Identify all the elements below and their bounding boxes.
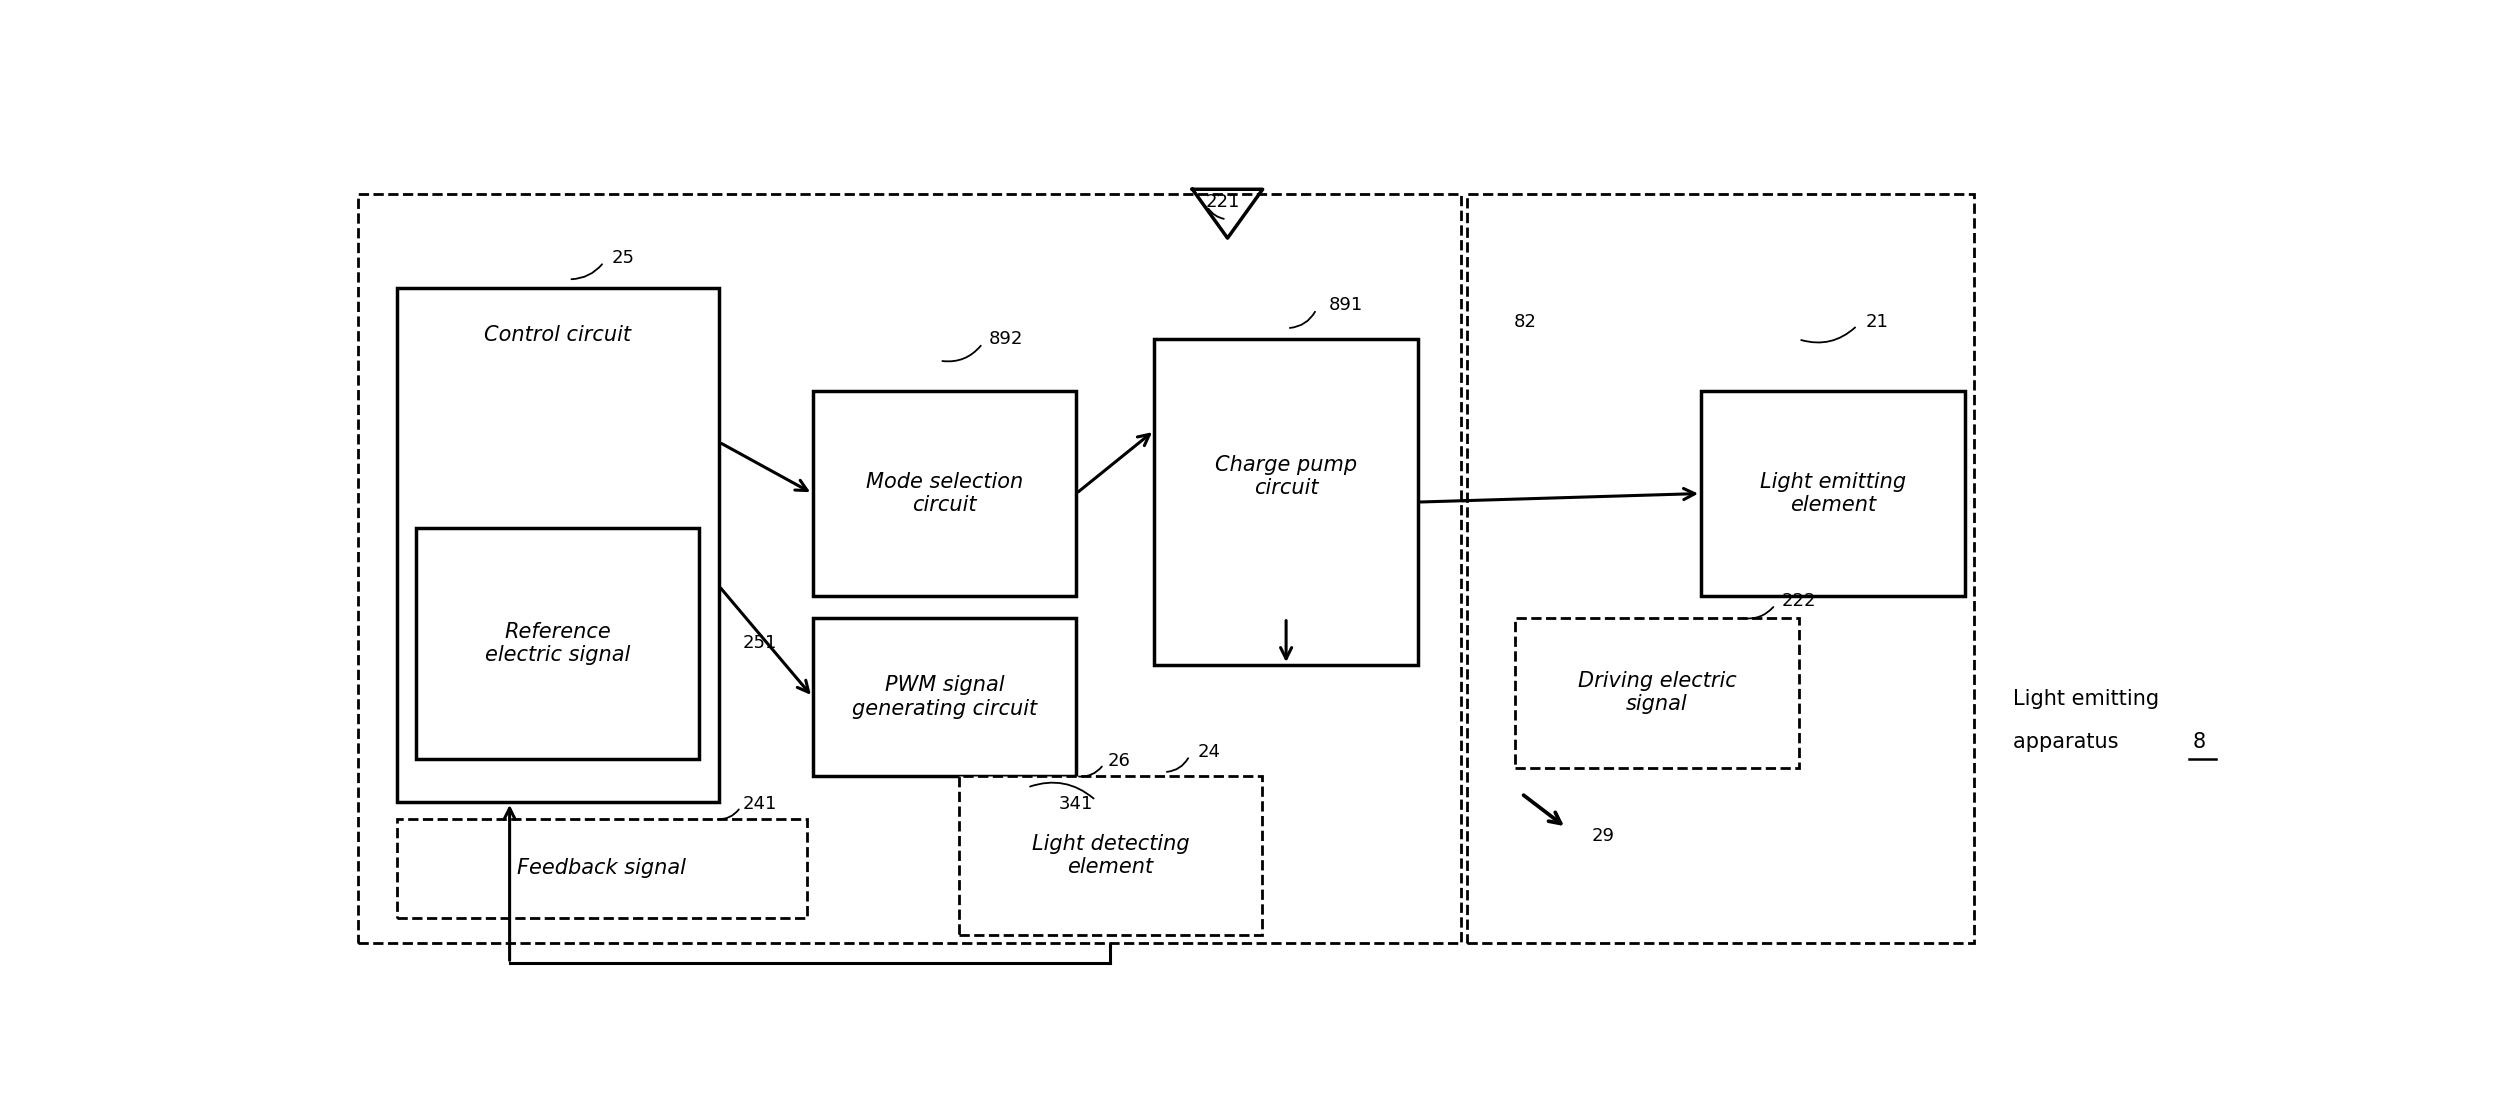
FancyBboxPatch shape: [814, 391, 1076, 597]
Text: Light emitting: Light emitting: [2013, 689, 2159, 709]
Text: 21: 21: [1864, 313, 1889, 331]
Text: Feedback signal: Feedback signal: [516, 858, 685, 878]
Text: 24: 24: [1197, 743, 1222, 761]
FancyBboxPatch shape: [1154, 339, 1418, 664]
Text: Driving electric
signal: Driving electric signal: [1577, 671, 1736, 715]
Text: Charge pump
circuit: Charge pump circuit: [1214, 455, 1358, 498]
Text: 8: 8: [2194, 732, 2207, 752]
Text: Control circuit: Control circuit: [484, 325, 632, 345]
Text: Reference
electric signal: Reference electric signal: [486, 622, 630, 666]
FancyBboxPatch shape: [398, 288, 718, 802]
Text: 892: 892: [990, 331, 1023, 348]
FancyBboxPatch shape: [358, 194, 1461, 944]
Text: 241: 241: [743, 795, 778, 812]
Text: 891: 891: [1328, 296, 1363, 314]
Text: Mode selection
circuit: Mode selection circuit: [867, 472, 1023, 515]
Text: 29: 29: [1592, 827, 1615, 845]
Text: apparatus: apparatus: [2013, 732, 2126, 752]
Text: 221: 221: [1207, 194, 1239, 211]
Text: 222: 222: [1781, 592, 1816, 610]
Text: PWM signal
generating circuit: PWM signal generating circuit: [851, 676, 1038, 719]
Text: Light emitting
element: Light emitting element: [1761, 472, 1907, 515]
FancyBboxPatch shape: [960, 777, 1262, 935]
FancyBboxPatch shape: [1466, 194, 1975, 944]
Text: 26: 26: [1108, 752, 1131, 770]
FancyBboxPatch shape: [416, 528, 700, 759]
Text: 82: 82: [1514, 313, 1537, 331]
FancyBboxPatch shape: [814, 618, 1076, 777]
FancyBboxPatch shape: [1516, 618, 1799, 768]
Text: 341: 341: [1058, 795, 1093, 812]
Text: 25: 25: [612, 249, 635, 267]
Text: Light detecting
element: Light detecting element: [1033, 834, 1189, 877]
FancyBboxPatch shape: [398, 819, 806, 918]
FancyBboxPatch shape: [1700, 391, 1965, 597]
Text: 251: 251: [743, 634, 778, 652]
